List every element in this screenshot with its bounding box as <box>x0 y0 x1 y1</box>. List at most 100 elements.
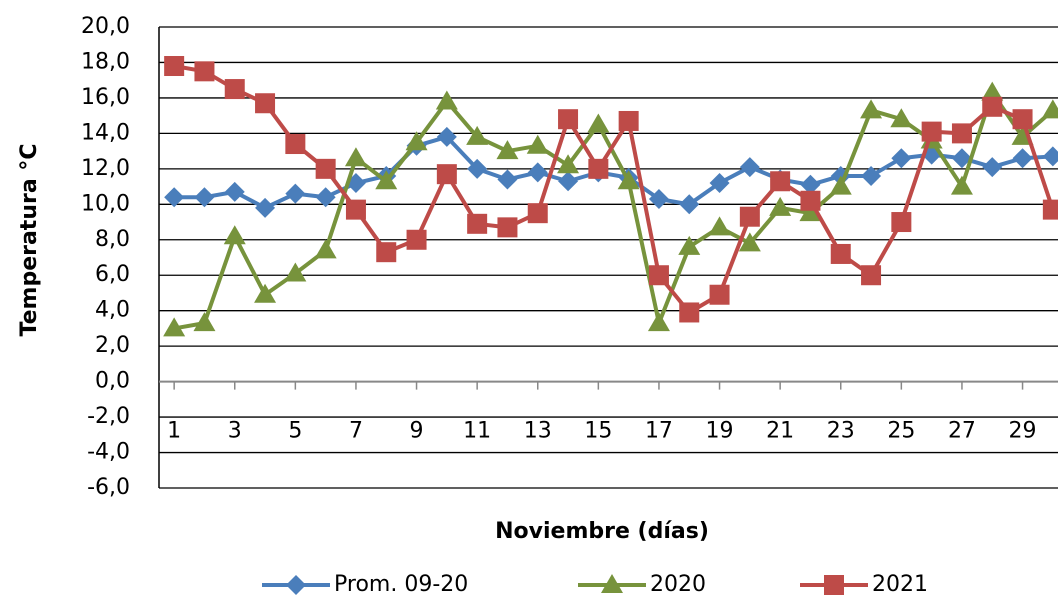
legend-label: 2021 <box>872 572 928 597</box>
data-point <box>344 147 367 167</box>
x-tick-label: 23 <box>827 419 855 444</box>
legend-label: 2020 <box>650 572 706 597</box>
legend-marker <box>601 574 623 593</box>
y-tick-label: 12,0 <box>81 156 130 181</box>
y-tick-label: -4,0 <box>87 440 130 465</box>
data-point <box>194 187 215 208</box>
data-point <box>799 202 822 222</box>
data-point <box>224 79 245 100</box>
data-point <box>1042 146 1058 167</box>
x-tick-label: 11 <box>463 419 491 444</box>
plot-area <box>158 26 1058 489</box>
data-point <box>376 242 397 263</box>
data-point <box>587 113 610 133</box>
data-point <box>527 162 548 183</box>
data-point <box>1042 199 1058 220</box>
data-point <box>800 190 821 211</box>
data-point <box>194 61 215 82</box>
data-point <box>466 125 489 145</box>
legend-marker <box>824 575 844 595</box>
data-point <box>406 229 427 250</box>
x-tick-label: 19 <box>706 419 734 444</box>
x-tick-label: 5 <box>288 419 302 444</box>
data-point <box>588 158 609 179</box>
data-point <box>285 134 306 155</box>
data-point <box>861 165 882 186</box>
data-point <box>921 121 942 142</box>
data-point <box>739 206 760 227</box>
data-point <box>678 235 701 255</box>
data-point <box>435 90 458 110</box>
legend-label: Prom. 09-20 <box>334 572 468 597</box>
data-point <box>648 188 669 209</box>
data-point <box>951 123 972 144</box>
y-tick-label: 18,0 <box>81 49 130 74</box>
data-point <box>315 187 336 208</box>
data-point <box>255 197 276 218</box>
x-tick-label: 3 <box>228 419 242 444</box>
x-tick-label: 17 <box>645 419 673 444</box>
x-tick-label: 7 <box>349 419 363 444</box>
x-tick-label: 13 <box>524 419 552 444</box>
data-point <box>497 169 518 190</box>
data-point <box>679 194 700 215</box>
data-point <box>770 171 791 192</box>
y-axis-label: Temperatura °C <box>17 144 42 337</box>
data-point <box>861 265 882 286</box>
data-point <box>557 154 580 174</box>
data-point <box>315 158 336 179</box>
y-tick-label: 10,0 <box>81 191 130 216</box>
data-point <box>982 157 1003 178</box>
data-point <box>891 148 912 169</box>
data-point <box>982 96 1003 117</box>
data-point <box>1041 99 1058 119</box>
data-point <box>436 164 457 185</box>
data-point <box>738 232 761 252</box>
data-point <box>527 203 548 224</box>
y-tick-label: 4,0 <box>95 298 130 323</box>
data-point <box>951 148 972 169</box>
data-point <box>830 243 851 264</box>
y-tick-label: -6,0 <box>87 475 130 500</box>
data-point <box>193 312 216 332</box>
data-point <box>314 239 337 259</box>
data-point <box>224 181 245 202</box>
data-point <box>345 199 366 220</box>
data-point <box>254 283 277 303</box>
data-point <box>891 212 912 233</box>
data-point <box>558 109 579 130</box>
data-point <box>617 170 640 190</box>
data-point <box>708 216 731 236</box>
x-tick-label: 9 <box>410 419 424 444</box>
data-point <box>163 317 186 337</box>
data-point <box>829 175 852 195</box>
y-tick-label: 6,0 <box>95 262 130 287</box>
data-point <box>284 262 307 282</box>
data-point <box>679 302 700 323</box>
data-point <box>164 56 185 77</box>
data-point <box>467 213 488 234</box>
data-point <box>526 134 549 154</box>
data-point <box>285 183 306 204</box>
x-tick-label: 25 <box>887 419 915 444</box>
data-point <box>739 157 760 178</box>
data-point <box>1012 109 1033 130</box>
data-point <box>648 265 669 286</box>
data-point <box>375 170 398 190</box>
y-tick-label: 0,0 <box>95 369 130 394</box>
y-tick-label: 16,0 <box>81 85 130 110</box>
data-point <box>647 312 670 332</box>
x-tick-label: 29 <box>1009 419 1037 444</box>
data-point <box>981 81 1004 101</box>
data-point <box>405 131 428 151</box>
data-point <box>558 171 579 192</box>
x-tick-label: 1 <box>167 419 181 444</box>
x-tick-label: 15 <box>584 419 612 444</box>
data-point <box>950 175 973 195</box>
legend-marker <box>286 575 306 595</box>
data-point <box>709 173 730 194</box>
x-axis-label: Noviembre (días) <box>495 519 709 544</box>
data-point <box>467 158 488 179</box>
